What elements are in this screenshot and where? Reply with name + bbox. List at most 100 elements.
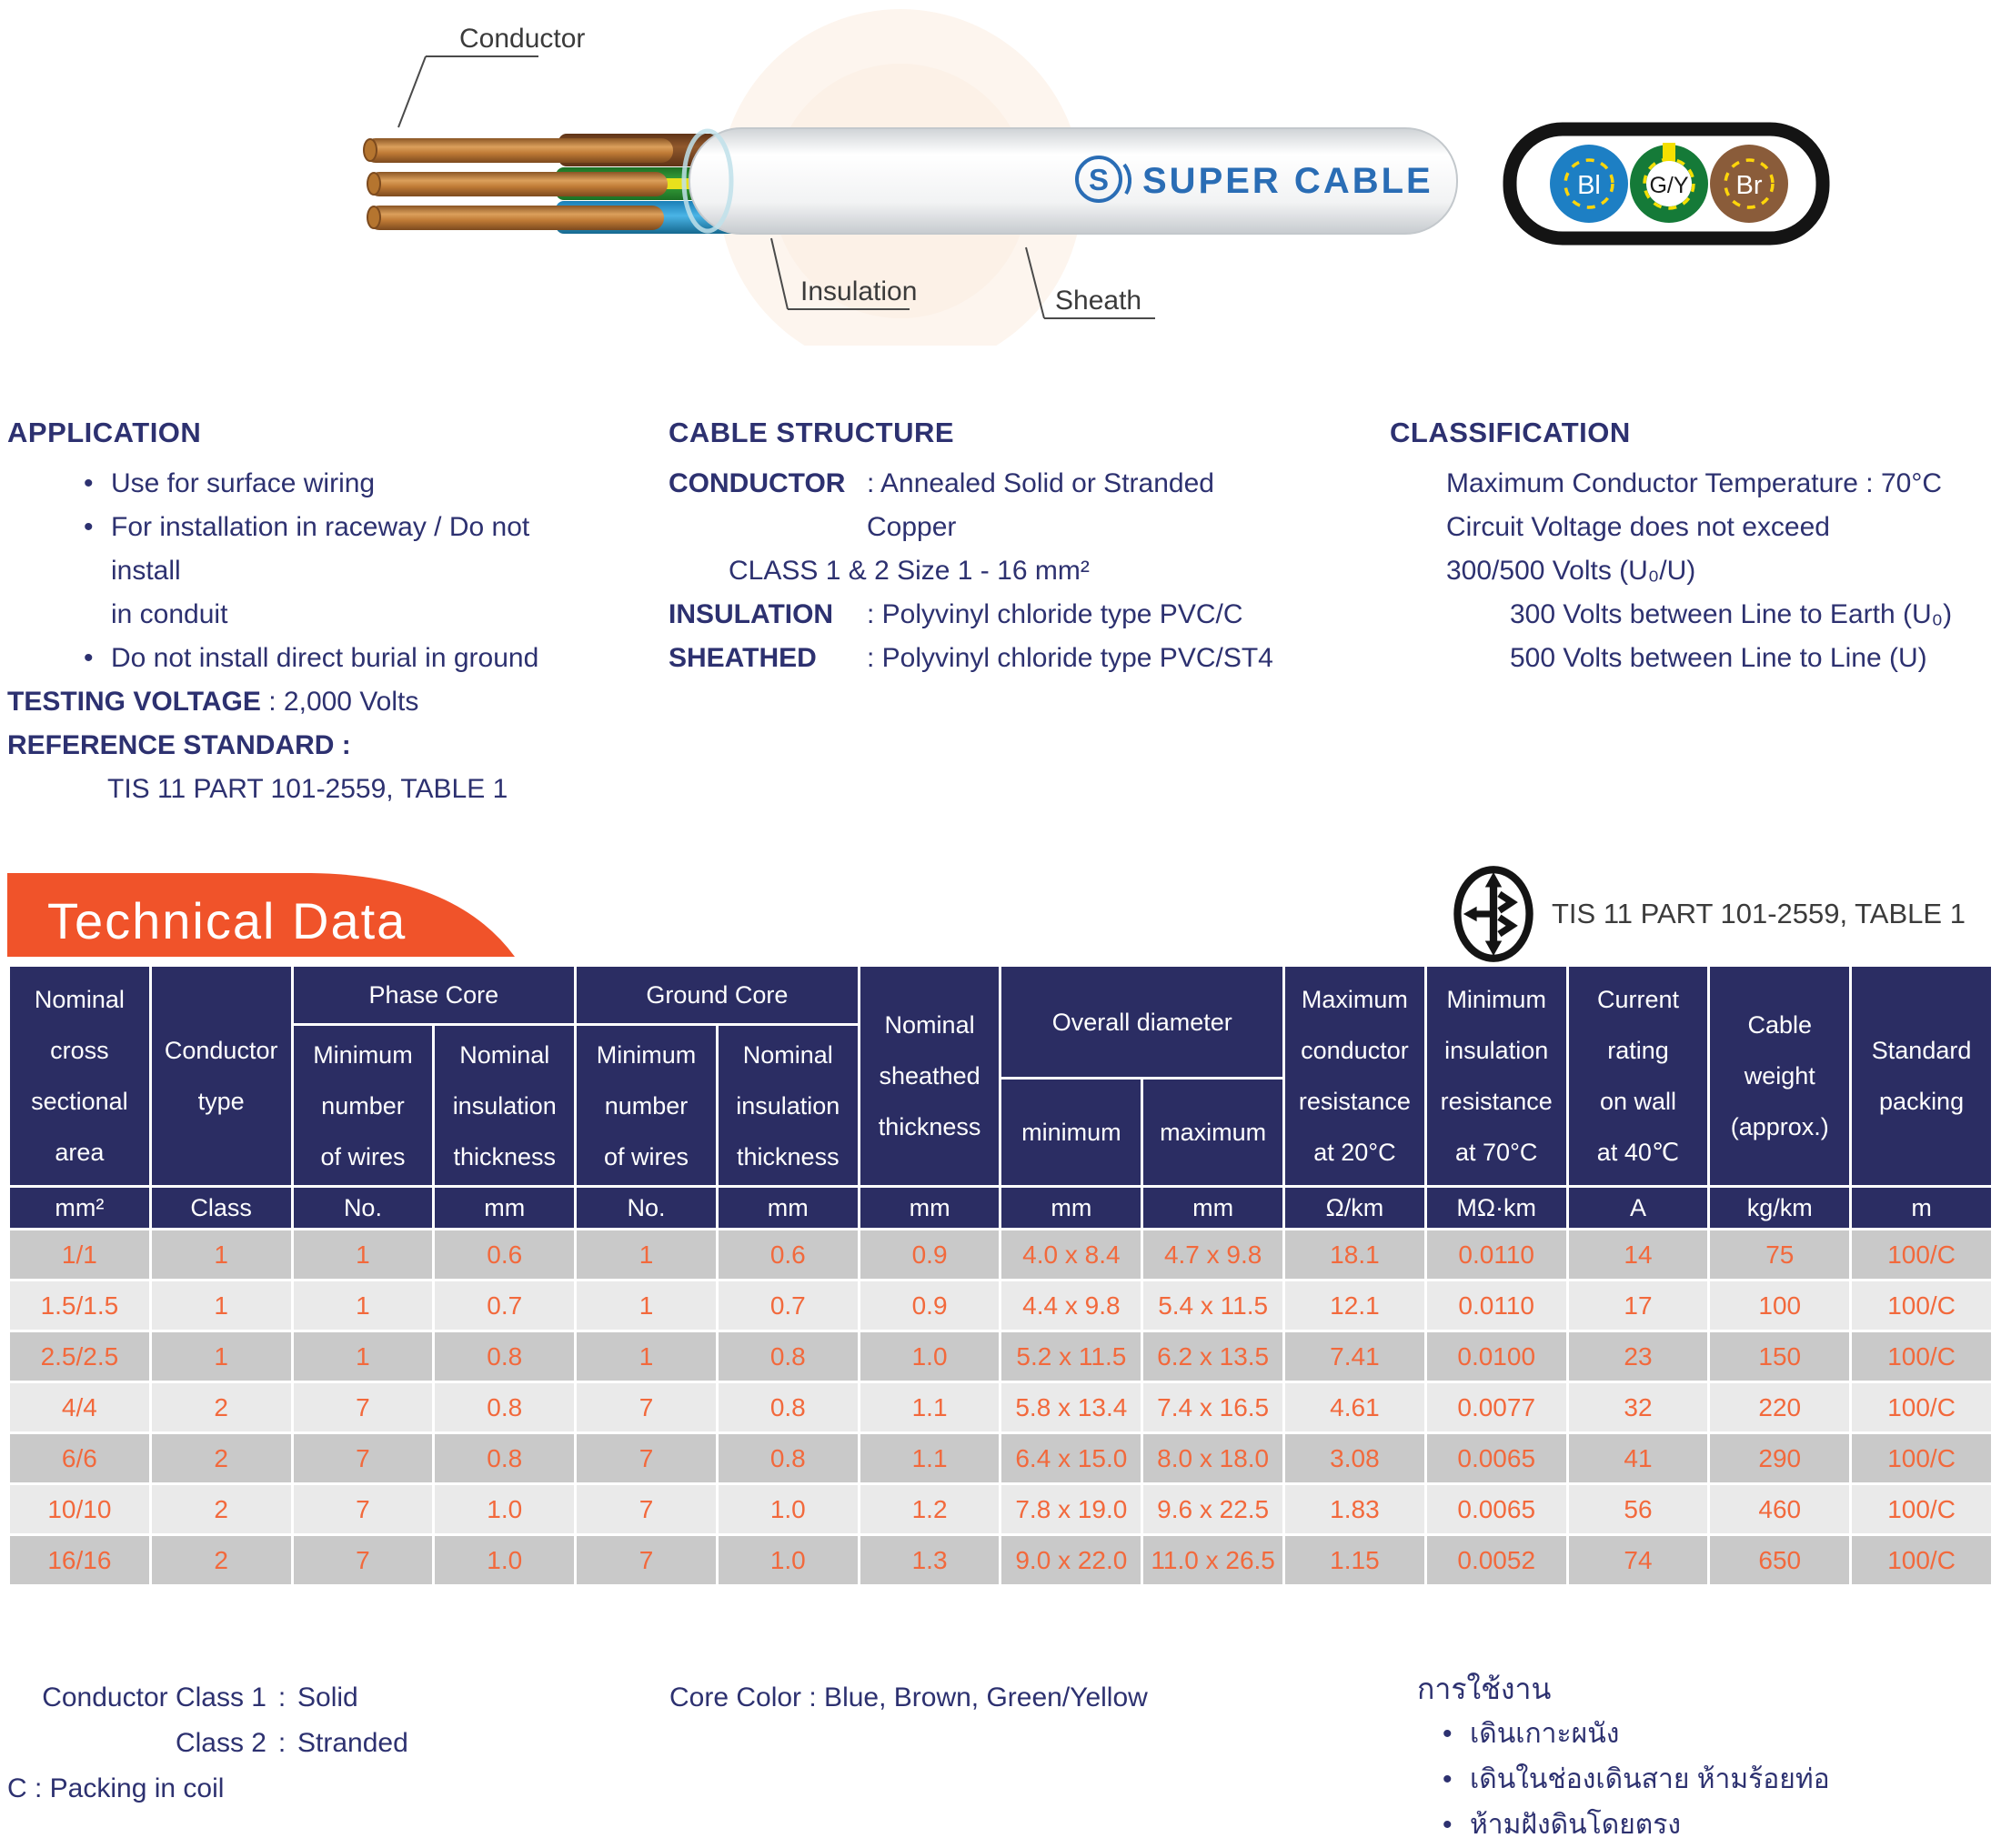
unit-cell: mm² (10, 1188, 149, 1228)
packing-note: C : Packing in coil (7, 1773, 225, 1803)
header-group-ground-core: Ground Core (577, 967, 858, 1023)
conductor-spec-value: : Annealed Solid or Stranded Copper (867, 468, 1214, 542)
table-cell: 7 (577, 1434, 716, 1482)
colon: : (277, 1682, 287, 1712)
table-cell: 0.0065 (1426, 1434, 1566, 1482)
table-row: 2.5/2.5 1 1 0.8 1 0.8 1.0 5.2 x 11.5 6.2 x 13.5 7… (10, 1332, 1991, 1381)
class2-value: Stranded (297, 1728, 408, 1758)
table-cell: 75 (1710, 1230, 1850, 1279)
unit-cell: Ω/km (1285, 1188, 1424, 1228)
table-cell: 220 (1710, 1383, 1850, 1431)
testing-voltage-label: TESTING VOLTAGE (7, 687, 261, 717)
table-cell: 7 (577, 1536, 716, 1584)
table-cell: 100/C (1852, 1332, 1991, 1381)
table-cell: 0.6 (435, 1230, 575, 1279)
table-cell: 0.9 (860, 1230, 1000, 1279)
logo-mark: S (1089, 163, 1109, 196)
table-cell: 2 (151, 1536, 291, 1584)
insulation-label: Insulation (800, 276, 917, 306)
reference-standard-label: REFERENCE STANDARD : (7, 730, 351, 760)
table-cell: 1 (293, 1332, 433, 1381)
table-cell: 4.61 (1285, 1383, 1424, 1431)
table-row: 10/10 2 7 1.0 7 1.0 1.2 7.8 x 19.0 9.6 x 22.5 1.8… (10, 1485, 1991, 1533)
cable-sheath (681, 127, 1458, 235)
header-conductor-type: Conductor type (151, 967, 291, 1185)
unit-cell: MΩ·km (1426, 1188, 1566, 1228)
table-row: 6/6 2 7 0.8 7 0.8 1.1 6.4 x 15.0 8.0 x 18.0 3.08 0… (10, 1434, 1991, 1482)
table-cell: 1.15 (1285, 1536, 1424, 1584)
cable-structure-title: CABLE STRUCTURE (669, 417, 955, 448)
colon: : (277, 1728, 287, 1758)
core-green-yellow-label: G/Y (1649, 173, 1688, 198)
tis-standard-block: TIS 11 PART 101-2559, TABLE 1 (1452, 860, 1966, 968)
table-cell: 3.08 (1285, 1434, 1424, 1482)
table-row: 4/4 2 7 0.8 7 0.8 1.1 5.8 x 13.4 7.4 x 16.5 4.61 0… (10, 1383, 1991, 1431)
technical-data-table: Nominal cross sectional area Conductor t… (7, 964, 1994, 1587)
tis-standard-ref: TIS 11 PART 101-2559, TABLE 1 (1552, 898, 1966, 929)
sheathed-spec-value: : Polyvinyl chloride type PVC/ST4 (867, 643, 1273, 673)
core-color-note: Core Color : Blue, Brown, Green/Yellow (669, 1682, 1148, 1712)
diagram-callouts: Conductor Insulation Sheath (397, 24, 1155, 319)
header-cable-weight: Cable weight (approx.) (1710, 967, 1850, 1185)
table-cell: 1 (151, 1332, 291, 1381)
insulation-spec-value: : Polyvinyl chloride type PVC/C (867, 599, 1243, 629)
header-min-insulation-resistance: Minimum insulation resistance at 70°C (1426, 967, 1566, 1185)
table-cell: 650 (1710, 1536, 1850, 1584)
table-cell: 2 (151, 1383, 291, 1431)
unit-cell: mm (1001, 1188, 1141, 1228)
unit-cell: kg/km (1710, 1188, 1850, 1228)
copper-conductor-middle (367, 172, 668, 196)
table-cell: 7.4 x 16.5 (1143, 1383, 1283, 1431)
application-bullet: Do not install direct burial in ground (84, 637, 571, 680)
table-cell: 7 (577, 1383, 716, 1431)
application-section: APPLICATION Use for surface wiring For i… (7, 417, 571, 811)
unit-cell: A (1568, 1188, 1708, 1228)
header-group-overall-diameter: Overall diameter (1001, 967, 1283, 1077)
table-cell: 1/1 (10, 1230, 149, 1279)
copper-conductor-top (364, 138, 673, 163)
class1-label: Conductor Class 1 (42, 1682, 266, 1712)
table-cell: 0.8 (435, 1332, 575, 1381)
conductor-label: Conductor (459, 24, 585, 54)
unit-cell: No. (577, 1188, 716, 1228)
table-cell: 0.0052 (1426, 1536, 1566, 1584)
table-cell: 10/10 (10, 1485, 149, 1533)
table-cell: 1.0 (718, 1536, 858, 1584)
copper-conductor-bottom (367, 206, 664, 230)
table-cell: 100/C (1852, 1434, 1991, 1482)
table-cell: 1.3 (860, 1536, 1000, 1584)
table-cell: 1.83 (1285, 1485, 1424, 1533)
conductor-spec-label: CONDUCTOR (669, 468, 846, 498)
header-phase-min-wires: Minimum number of wires (293, 1026, 433, 1185)
tis-logo-icon (1453, 866, 1533, 962)
table-cell: 100/C (1852, 1536, 1991, 1584)
table-cell: 1.1 (860, 1383, 1000, 1431)
table-cell: 2 (151, 1434, 291, 1482)
table-cell: 1 (577, 1230, 716, 1279)
table-cell: 7 (293, 1383, 433, 1431)
table-cell: 0.0100 (1426, 1332, 1566, 1381)
table-cell: 0.0110 (1426, 1230, 1566, 1279)
unit-cell: mm (860, 1188, 1000, 1228)
classification-line: 300/500 Volts (U₀/U) (1446, 556, 1696, 586)
table-cell: 4/4 (10, 1383, 149, 1431)
table-cell: 17 (1568, 1281, 1708, 1330)
header-diameter-minimum: minimum (1001, 1080, 1141, 1185)
table-cell: 100/C (1852, 1281, 1991, 1330)
table-cell: 12.1 (1285, 1281, 1424, 1330)
table-cell: 0.8 (718, 1434, 858, 1482)
table-cell: 5.2 x 11.5 (1001, 1332, 1141, 1381)
table-cell: 0.6 (718, 1230, 858, 1279)
table-cell: 1 (293, 1230, 433, 1279)
table-cell: 9.0 x 22.0 (1001, 1536, 1141, 1584)
table-cell: 0.7 (718, 1281, 858, 1330)
table-cell: 1 (293, 1281, 433, 1330)
testing-voltage-value: : 2,000 Volts (268, 687, 419, 717)
header-sheathed-thickness: Nominal sheathed thickness (860, 967, 1000, 1185)
usage-thai-bullet: เดินเกาะผนัง (1417, 1712, 1999, 1757)
cable-illustration: S SUPER CABLE Conductor Insulation Sheat… (363, 9, 1830, 346)
technical-table-body: 1/1 1 1 0.6 1 0.6 0.9 4.0 x 8.4 4.7 x 9.8 18.1 0.0… (10, 1230, 1991, 1584)
header-nominal-area: Nominal cross sectional area (10, 967, 149, 1185)
unit-cell: mm (435, 1188, 575, 1228)
